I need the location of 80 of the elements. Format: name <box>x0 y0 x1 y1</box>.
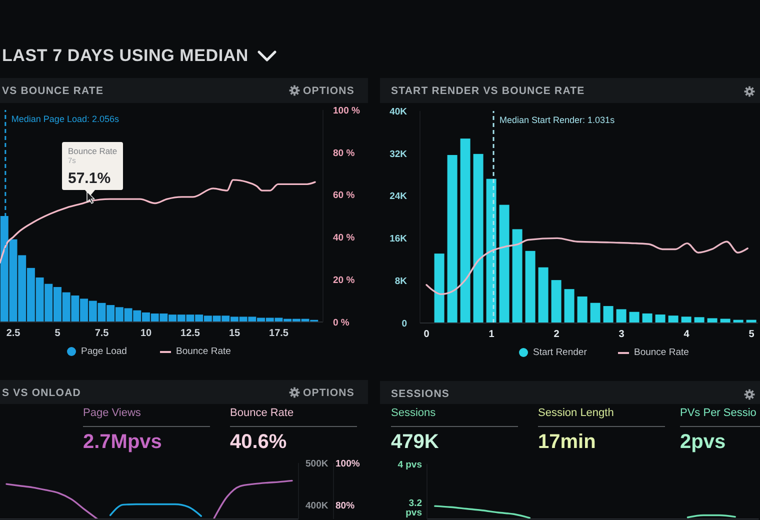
line-series <box>434 505 531 519</box>
y-tick-label: 24K <box>390 191 408 202</box>
text: 17min <box>538 431 596 453</box>
text: LAST 7 DAYS USING MEDIAN <box>2 46 248 65</box>
text: Sessions <box>391 407 436 419</box>
y-tick-label: 500K <box>306 458 328 470</box>
ref-line-label: Median Page Load: 2.056s <box>11 114 120 124</box>
x-tick-label: 17.5 <box>269 328 289 340</box>
y-tick-label: 40K <box>390 106 408 118</box>
bar <box>681 316 692 323</box>
bar <box>499 204 510 323</box>
line-series <box>6 483 98 519</box>
chart-title: START RENDER VS BOUNCE RATE <box>391 85 585 97</box>
x-tick-label: 2 <box>554 329 560 340</box>
y-tick-label: 400K <box>306 500 328 512</box>
bar <box>668 316 678 323</box>
line-series <box>213 480 293 519</box>
text: PVs Per Sessio <box>680 407 756 419</box>
chart-title: VS BOUNCE RATE <box>2 85 104 97</box>
text: 40.6% <box>230 431 287 453</box>
text: 2.7Mpvs <box>83 431 162 453</box>
bar <box>603 306 614 323</box>
y-tick-label: 4 pvs <box>398 459 422 470</box>
y2-tick-label: 100 % <box>333 105 360 116</box>
bar <box>434 254 444 323</box>
bar <box>564 289 574 323</box>
bar <box>642 313 652 323</box>
legend-label: Bounce Rate <box>634 347 689 358</box>
x-tick-label: 2.5 <box>6 328 21 340</box>
bar <box>538 267 548 323</box>
x-tick-label: 12.5 <box>180 328 200 340</box>
bar <box>577 296 588 323</box>
bar <box>694 317 704 323</box>
y-tick-label: 3.2 pvs <box>406 498 422 518</box>
x-tick-label: 10 <box>140 328 152 340</box>
y-tick-label: 8K <box>394 276 408 287</box>
y2-tick-label: 100% <box>336 458 360 470</box>
x-tick-label: 0 <box>424 329 430 340</box>
text: Bounce Rate <box>230 407 294 419</box>
y2-tick-label: 40 % <box>333 232 356 244</box>
bar <box>629 312 640 323</box>
x-tick-label: 5 <box>54 328 61 340</box>
bar <box>525 250 536 323</box>
x-tick-label: 7.5 <box>94 328 110 340</box>
x-tick-label: 4 <box>684 329 690 340</box>
legend-label: Bounce Rate <box>176 346 231 357</box>
x-tick-label: 15 <box>228 328 241 340</box>
annotation: 57.1% <box>68 170 111 187</box>
y2-tick-label: 80% <box>336 500 356 512</box>
text: 2pvs <box>680 431 726 453</box>
y2-tick-label: 80 % <box>333 148 356 159</box>
text: 479K <box>391 431 439 453</box>
text: Page Views <box>83 407 141 419</box>
x-tick-label: 1 <box>488 329 495 340</box>
ref-line-label: Median Start Render: 1.031s <box>500 115 616 125</box>
bar <box>473 154 484 323</box>
text: SESSIONS <box>391 388 450 400</box>
y2-tick-label: 20 % <box>333 274 356 286</box>
text: Session Length <box>538 407 614 419</box>
x-tick-label: 5 <box>748 329 755 340</box>
bar <box>512 229 522 323</box>
bar <box>616 309 626 323</box>
y-tick-label: 0 <box>402 318 407 330</box>
y-tick-label: 32K <box>390 148 408 160</box>
bar <box>447 154 458 323</box>
line-series <box>109 503 202 517</box>
y2-tick-label: 0 % <box>333 317 350 328</box>
y-tick-label: 16K <box>390 234 408 245</box>
annotation: Bounce Rate <box>68 146 118 156</box>
bar <box>655 314 666 323</box>
bar <box>460 138 470 323</box>
bar <box>707 318 718 323</box>
text: OPTIONS <box>303 85 354 97</box>
y2-tick-label: 60 % <box>333 190 356 202</box>
text: S VS ONLOAD <box>2 387 81 399</box>
text: OPTIONS <box>303 387 354 399</box>
legend-label: Start Render <box>533 347 587 358</box>
x-tick-label: 3 <box>618 329 625 340</box>
bar <box>590 302 600 323</box>
bar <box>551 280 562 323</box>
